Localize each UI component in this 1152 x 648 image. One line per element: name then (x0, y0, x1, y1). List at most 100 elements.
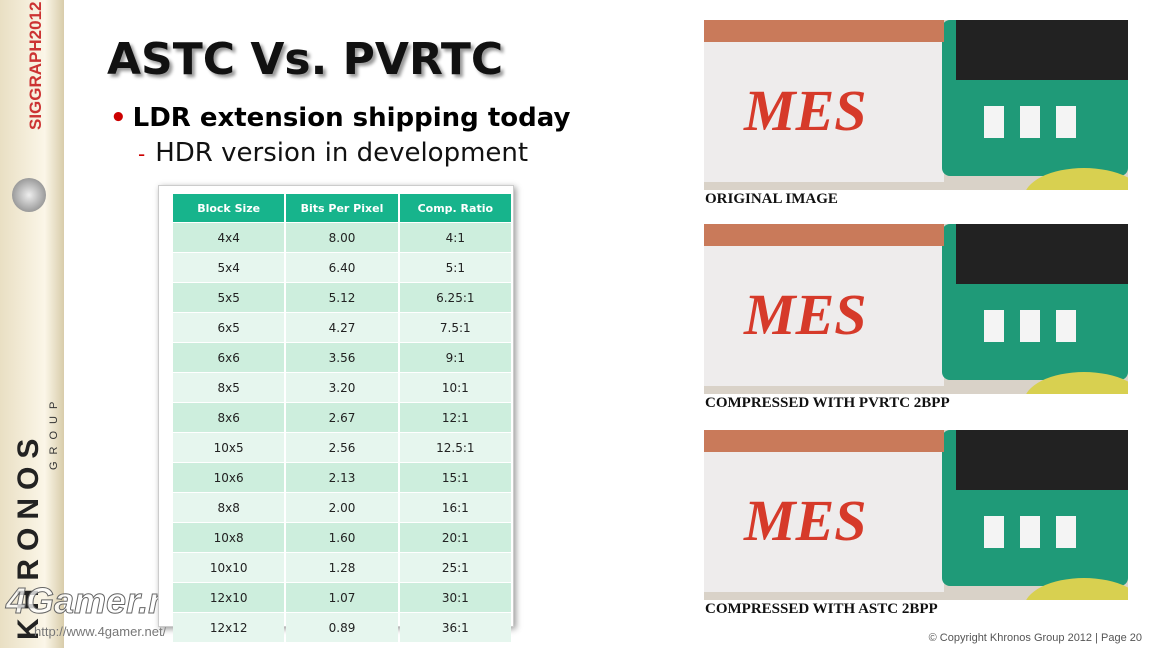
table-row: 12x10 1.07 30:1 (173, 583, 511, 612)
table-row: 8x8 2.00 16:1 (173, 493, 511, 522)
table-cell: 0.89 (286, 613, 398, 642)
table-cell: 15:1 (399, 463, 511, 492)
table-cell: 2.13 (286, 463, 398, 492)
table: Block Size Bits Per Pixel Comp. Ratio 4x4 8.… (171, 193, 513, 643)
table-cell: 12:1 (399, 403, 511, 432)
watermark-url: http://www.4gamer.net/ (34, 624, 167, 639)
panel-inner (956, 430, 1128, 490)
table-cell: 10:1 (399, 373, 511, 402)
footer: © Copyright Khronos Group 2012 | Page 20 (928, 632, 1142, 644)
table-cell: 7.5:1 (399, 313, 511, 342)
title: ASTC Vs. PVRTC (107, 34, 504, 85)
ball (1026, 372, 1128, 394)
table-cell: 30:1 (399, 583, 511, 612)
sign (704, 452, 944, 592)
panel-label (1056, 106, 1076, 138)
table-cell: 1.28 (286, 553, 398, 582)
table-cell: 6x6 (173, 343, 285, 372)
table-cell: 10x10 (173, 553, 285, 582)
panel-inner (956, 224, 1128, 284)
bullet: • LDR extension shipping today (110, 103, 571, 133)
panel-label (1020, 106, 1040, 138)
table-cell: 8x8 (173, 493, 285, 522)
photo-text: MES (743, 78, 867, 143)
photo-text: MES (743, 282, 867, 347)
header-cell: Bits Per Pixel (286, 194, 398, 222)
table-row: 10x8 1.60 20:1 (173, 523, 511, 552)
logo-icon (12, 178, 46, 212)
panel-label (984, 516, 1004, 548)
top-strip (704, 224, 944, 246)
panel-inner (956, 20, 1128, 80)
photo-drawing: MES (704, 430, 1128, 600)
table-cell: 5x5 (173, 283, 285, 312)
table-cell: 10x5 (173, 433, 285, 462)
bullet-text: LDR extension shipping today (132, 103, 571, 133)
table-row: 5x4 6.40 5:1 (173, 253, 511, 282)
photo: MES (704, 430, 1128, 600)
panel-label (1056, 516, 1076, 548)
event-logo: SIGGRAPH2012 (26, 1, 45, 131)
table-cell: 6x5 (173, 313, 285, 342)
table-cell: 3.20 (286, 373, 398, 402)
table-cell: 12x10 (173, 583, 285, 612)
table-row: 8x5 3.20 10:1 (173, 373, 511, 402)
sub-bullet-text: HDR version in development (155, 138, 529, 168)
table-cell: 9:1 (399, 343, 511, 372)
table-cell: 10x8 (173, 523, 285, 552)
table-cell: 20:1 (399, 523, 511, 552)
sign (704, 246, 944, 386)
table-cell: 12.5:1 (399, 433, 511, 462)
header-cell: Block Size (173, 194, 285, 222)
table-row: 10x5 2.56 12.5:1 (173, 433, 511, 462)
panel-label (1020, 516, 1040, 548)
ball (1026, 578, 1128, 600)
table-cell: 10x6 (173, 463, 285, 492)
table-cell: 4:1 (399, 223, 511, 252)
table-cell: 2.67 (286, 403, 398, 432)
brand-sub: GROUP (48, 394, 60, 470)
table-cell: 6.40 (286, 253, 398, 282)
sub-bullet: - HDR version in development (138, 138, 528, 168)
table-cell: 8.00 (286, 223, 398, 252)
top-strip (704, 20, 944, 42)
table-cell: 1.07 (286, 583, 398, 612)
table-cell: 5.12 (286, 283, 398, 312)
table-cell: 12x12 (173, 613, 285, 642)
table-cell: 36:1 (399, 613, 511, 642)
photo-text: MES (743, 488, 867, 553)
photo: MES (704, 20, 1128, 190)
table-cell: 3.56 (286, 343, 398, 372)
sign (704, 42, 944, 182)
top-strip (704, 430, 944, 452)
table-cell: 4x4 (173, 223, 285, 252)
header-cell: Comp. Ratio (399, 194, 511, 222)
caption: COMPRESSED WITH PVRTC 2BPP (705, 395, 950, 411)
sidebar: SIGGRAPH2012 KHRONOS GROUP (0, 0, 64, 648)
table-cell: 5x4 (173, 253, 285, 282)
table-cell: 8x6 (173, 403, 285, 432)
table-cell: 2.00 (286, 493, 398, 522)
photo-drawing: MES (704, 20, 1128, 190)
table-cell: 1.60 (286, 523, 398, 552)
panel-label (1056, 310, 1076, 342)
table-row: 5x5 5.12 6.25:1 (173, 283, 511, 312)
table-box: Block Size Bits Per Pixel Comp. Ratio 4x4 8.… (158, 185, 514, 642)
table-cell: 6.25:1 (399, 283, 511, 312)
table-row: 6x5 4.27 7.5:1 (173, 313, 511, 342)
table-cell: 2.56 (286, 433, 398, 462)
table-row: 8x6 2.67 12:1 (173, 403, 511, 432)
table-row: 10x6 2.13 15:1 (173, 463, 511, 492)
panel-label (984, 106, 1004, 138)
caption: ORIGINAL IMAGE (705, 191, 838, 207)
photo-drawing: MES (704, 224, 1128, 394)
table-cell: 4.27 (286, 313, 398, 342)
panel-label (1020, 310, 1040, 342)
table-row: 4x4 8.00 4:1 (173, 223, 511, 252)
table-cell: 25:1 (399, 553, 511, 582)
panel-label (984, 310, 1004, 342)
sub-marker: - (138, 142, 146, 166)
table-row: 12x12 0.89 36:1 (173, 613, 511, 642)
table-cell: 16:1 (399, 493, 511, 522)
